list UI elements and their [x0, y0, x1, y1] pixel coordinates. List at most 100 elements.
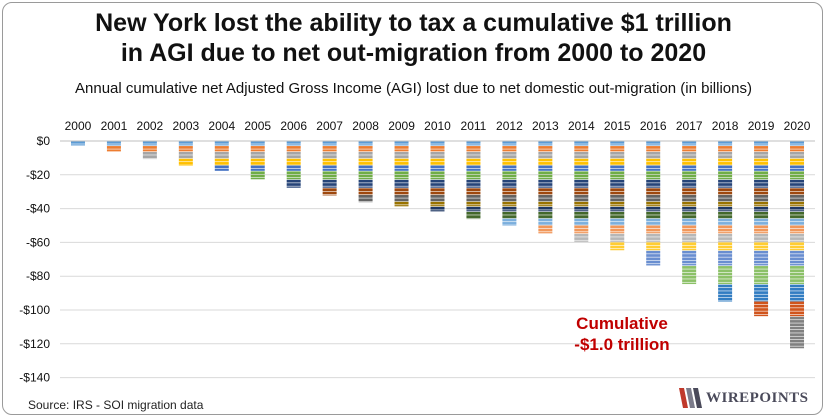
bar-band: [754, 183, 769, 186]
bar-segment: [466, 206, 481, 212]
wirepoints-logo: WIREPOINTS: [678, 386, 809, 410]
bar-segment: [574, 179, 589, 188]
bar-segment: [430, 141, 445, 146]
bar-segment: [682, 151, 697, 160]
bar-segment: [718, 206, 733, 212]
bar-segment: [682, 188, 697, 196]
bar-band: [502, 146, 517, 149]
bar-band: [466, 205, 481, 207]
bar-segment: [286, 171, 301, 180]
bar-band: [754, 195, 769, 198]
bar-band: [358, 188, 373, 192]
bar-band: [466, 186, 481, 188]
bar-band: [610, 179, 625, 183]
bar-segment: [574, 158, 589, 166]
bar-band: [610, 151, 625, 155]
bar-segment: [322, 151, 337, 160]
bar-band: [322, 158, 337, 162]
bar-band: [430, 146, 445, 149]
bar-band: [394, 158, 409, 162]
bar-segment: [430, 158, 445, 166]
bar-band: [718, 144, 733, 146]
bar-segment: [394, 201, 409, 207]
bar-band: [322, 178, 337, 180]
bar-band: [142, 144, 157, 146]
bar-segment: [790, 242, 805, 251]
bar-band: [538, 205, 553, 207]
bar-band: [538, 146, 553, 149]
bar-band: [790, 291, 805, 294]
bar-band: [790, 301, 805, 302]
bar-segment: [682, 158, 697, 166]
bar-band: [214, 146, 229, 149]
bar-band: [754, 301, 769, 302]
bar-band: [682, 254, 697, 257]
bar-band: [610, 174, 625, 178]
bar-band: [70, 141, 85, 144]
bar-band: [754, 215, 769, 218]
bar-band: [610, 233, 625, 237]
x-tick-label: 2006: [280, 119, 307, 133]
bar-band: [610, 249, 625, 251]
bar-band: [286, 149, 301, 152]
bar-segment: [718, 158, 733, 166]
bar-band: [250, 155, 265, 158]
bar-band: [754, 201, 769, 205]
bar-segment: [286, 179, 301, 188]
bar-band: [322, 183, 337, 186]
bar-band: [430, 188, 445, 192]
bar-segment: [790, 171, 805, 180]
bar-band: [574, 211, 589, 215]
bar-band: [718, 269, 733, 273]
bar-segment: [754, 233, 769, 242]
bar-segment: [646, 158, 661, 166]
bar-band: [142, 158, 157, 160]
bar-segment: [646, 225, 661, 234]
bar-band: [646, 225, 661, 229]
bar-band: [790, 282, 805, 285]
bar-segment: [682, 266, 697, 285]
bar-band: [682, 195, 697, 198]
bar-band: [754, 222, 769, 225]
bar-segment: [754, 218, 769, 226]
bar-band: [286, 186, 301, 188]
bar-segment: [466, 151, 481, 160]
bar-band: [286, 174, 301, 178]
bar-segment: [358, 146, 373, 152]
bar-band: [682, 228, 697, 232]
bar-band: [754, 264, 769, 266]
bar-band: [754, 174, 769, 178]
bar-band: [790, 323, 805, 327]
bar-band: [358, 201, 373, 203]
bar-band: [790, 171, 805, 175]
bar-band: [538, 178, 553, 180]
bar-band: [718, 206, 733, 210]
bar-band: [754, 141, 769, 144]
bar-band: [718, 279, 733, 282]
bar-band: [682, 146, 697, 149]
bar-band: [682, 225, 697, 229]
bar-segment: [430, 201, 445, 207]
bar-band: [322, 188, 337, 192]
bar-band: [610, 146, 625, 149]
bar-band: [250, 171, 265, 175]
bar-band: [718, 232, 733, 234]
title-line-2: in AGI due to net out-migration from 200…: [120, 39, 707, 67]
x-tick-label: 2014: [568, 119, 595, 133]
bar-band: [718, 250, 733, 254]
bar-band: [646, 228, 661, 232]
wirepoints-mark-icon: [679, 388, 702, 408]
bar-band: [610, 198, 625, 202]
bar-segment: [682, 146, 697, 152]
bar-segment: [250, 146, 265, 152]
bar-segment: [214, 146, 229, 152]
bar-band: [790, 240, 805, 242]
bar-segment: [502, 179, 517, 188]
bar-band: [682, 191, 697, 195]
bar-band: [430, 206, 445, 210]
bar-band: [430, 179, 445, 183]
bar-band: [646, 254, 661, 257]
bar-segment: [682, 225, 697, 234]
bar-band: [754, 149, 769, 152]
bar-band: [718, 188, 733, 192]
